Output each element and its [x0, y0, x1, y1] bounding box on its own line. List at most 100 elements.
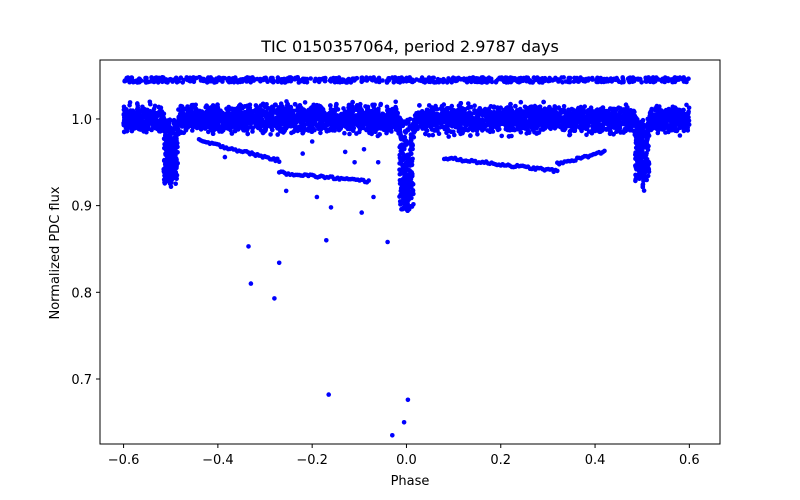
data-point [534, 131, 539, 136]
data-point [203, 119, 208, 125]
data-point [152, 103, 158, 109]
data-point [219, 129, 225, 134]
data-point [342, 130, 347, 136]
data-point [510, 115, 516, 120]
data-point [426, 133, 432, 138]
data-point [157, 128, 162, 134]
data-point [487, 123, 493, 128]
data-point [302, 100, 308, 105]
data-point [221, 115, 227, 120]
data-point [592, 118, 597, 123]
data-point [334, 101, 339, 107]
data-point [218, 111, 224, 116]
data-point [241, 127, 246, 133]
data-point [249, 115, 254, 121]
data-point [275, 125, 280, 131]
data-point [480, 124, 486, 130]
data-point [608, 129, 613, 134]
data-point [526, 130, 532, 135]
data-point [425, 118, 431, 124]
data-point [208, 124, 213, 130]
data-point [311, 102, 317, 108]
data-point [328, 103, 333, 108]
data-point [351, 125, 357, 131]
data-point [357, 122, 363, 128]
data-point [264, 115, 269, 120]
data-point [215, 102, 220, 107]
data-point [182, 106, 187, 112]
data-point [354, 106, 360, 111]
data-point [396, 126, 401, 131]
data-point [249, 110, 254, 116]
data-point [187, 117, 193, 123]
data-point [186, 123, 191, 129]
data-point [324, 128, 330, 134]
data-point [534, 112, 540, 118]
data-point [572, 128, 578, 133]
data-point [292, 102, 298, 107]
data-point [301, 127, 307, 133]
data-point [514, 117, 519, 122]
data-point [663, 130, 668, 135]
data-point [686, 118, 692, 123]
data-point [241, 111, 246, 117]
data-point [541, 99, 546, 105]
data-point [193, 120, 199, 126]
data-point [515, 108, 520, 113]
data-point [460, 130, 465, 136]
data-point [210, 106, 215, 111]
data-point [429, 108, 435, 114]
data-point [598, 117, 604, 123]
data-point [460, 106, 465, 111]
data-point [272, 102, 278, 108]
data-point [472, 118, 478, 123]
data-point [678, 110, 683, 116]
data-point [627, 124, 632, 130]
data-point [341, 106, 346, 111]
data-point [148, 101, 153, 107]
data-point [276, 105, 281, 110]
data-point [499, 133, 505, 139]
data-point [514, 121, 520, 127]
data-point [515, 126, 520, 132]
data-point [675, 120, 681, 125]
data-point [377, 125, 382, 130]
data-point [506, 134, 512, 139]
data-point [262, 128, 268, 134]
data-point [157, 125, 162, 131]
data-point [630, 117, 635, 122]
data-point [229, 131, 235, 136]
data-point [622, 126, 628, 132]
data-point [561, 104, 567, 109]
data-point [190, 124, 196, 130]
data-point [370, 102, 375, 108]
data-point [579, 127, 584, 132]
data-point [388, 125, 394, 131]
data-point [524, 124, 530, 129]
data-point [472, 103, 477, 108]
data-point [530, 111, 536, 116]
data-point [322, 125, 327, 131]
data-point [138, 124, 144, 130]
data-point [185, 112, 190, 117]
data-points [121, 75, 692, 438]
data-point [365, 107, 370, 112]
data-point [441, 102, 447, 107]
data-point [520, 116, 525, 122]
data-point [446, 134, 452, 139]
data-point [202, 126, 208, 131]
data-point [229, 118, 234, 124]
data-point [127, 123, 132, 129]
data-point [452, 132, 457, 138]
data-point [591, 109, 596, 114]
data-point [572, 124, 578, 130]
data-point [505, 115, 510, 121]
data-point [479, 108, 485, 113]
data-point [250, 129, 255, 134]
data-point [133, 125, 138, 130]
data-point [390, 118, 395, 124]
data-point [641, 188, 647, 193]
data-point [198, 109, 203, 115]
data-point [338, 124, 344, 130]
data-point [290, 108, 296, 114]
